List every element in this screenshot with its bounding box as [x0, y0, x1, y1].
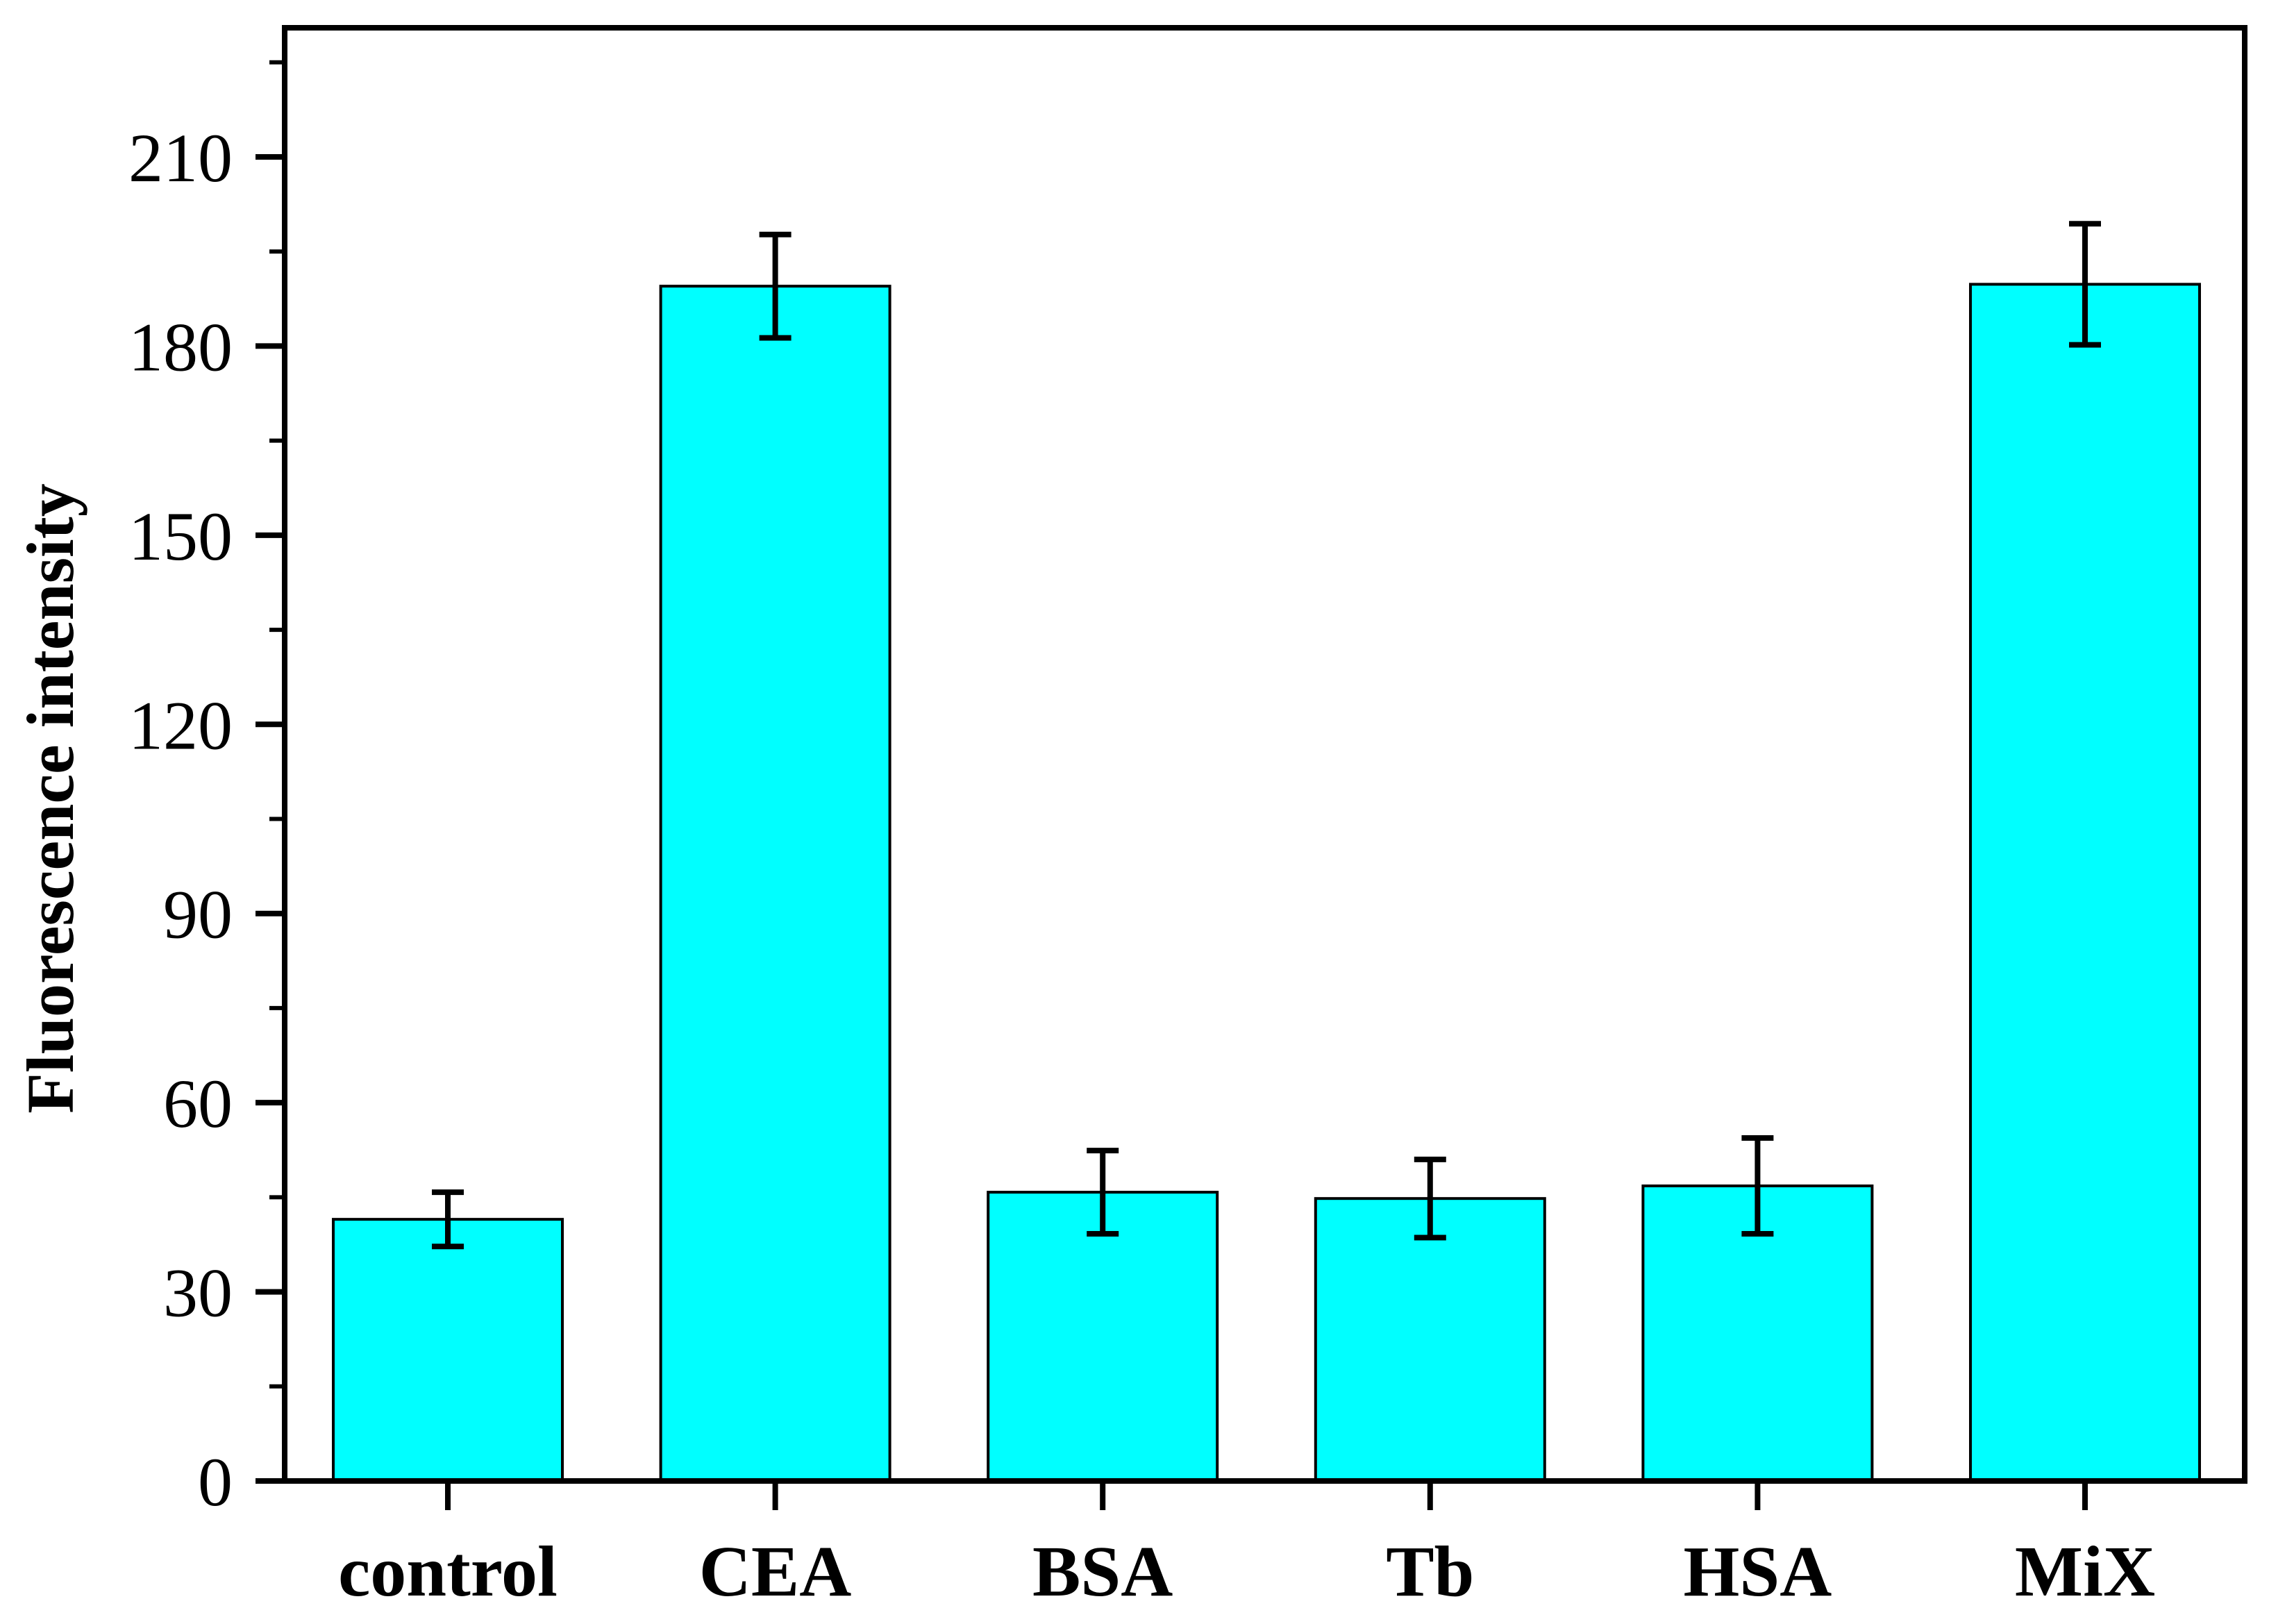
y-tick-label-60: 60 [163, 1065, 233, 1142]
y-tick-label-0: 0 [198, 1443, 233, 1521]
bar-cea [659, 285, 891, 1482]
x-tick-label-control: control [338, 1532, 558, 1612]
bar-mix [1969, 283, 2201, 1483]
error-bars-layer [432, 221, 2101, 1250]
plot-frame [282, 25, 2247, 1484]
y-tick-label-150: 150 [128, 498, 233, 575]
x-tick-label-bsa: BSA [1032, 1532, 1173, 1612]
bars-layer [332, 283, 2201, 1483]
x-tick-label-cea: CEA [699, 1532, 852, 1612]
y-tick-label-180: 180 [128, 308, 233, 385]
y-tick-label-30: 30 [163, 1255, 233, 1332]
y-tick-label-90: 90 [163, 876, 233, 953]
bar-tb [1314, 1197, 1546, 1482]
y-axis: 0 30 60 90 120 150 180 210 [128, 60, 285, 1521]
y-tick-label-210: 210 [128, 119, 233, 196]
bar-control [332, 1218, 564, 1483]
x-tick-label-mix: MiX [2015, 1532, 2155, 1612]
bar-bsa [987, 1191, 1219, 1483]
x-tick-label-tb: Tb [1386, 1532, 1474, 1612]
x-tick-label-hsa: HSA [1683, 1532, 1832, 1612]
x-axis: control CEA BSA Tb HSA MiX [338, 1481, 2155, 1612]
y-axis-title: Fluorescence intensity [13, 483, 87, 1113]
y-tick-label-120: 120 [128, 687, 233, 764]
